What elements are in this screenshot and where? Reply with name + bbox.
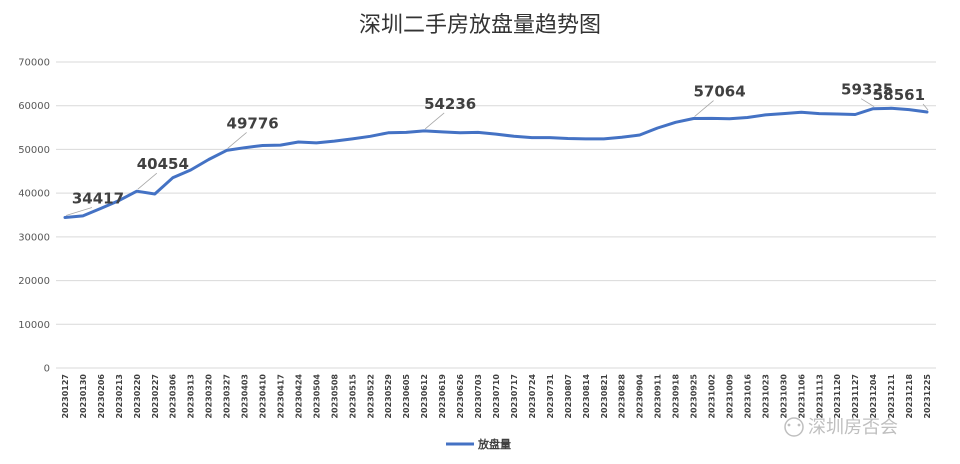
x-tick-label: 20231211 — [887, 374, 896, 419]
x-tick-label: 20230605 — [402, 374, 411, 419]
data-label-leader — [694, 100, 714, 117]
x-tick-label: 20230911 — [654, 374, 663, 419]
x-tick-label: 20231002 — [708, 374, 717, 419]
data-label-leader — [227, 132, 247, 149]
data-label: 54236 — [424, 95, 476, 113]
x-axis: 20230127 20230130 20230206 20230213 20230220… — [61, 374, 932, 419]
x-tick-label: 20230508 — [330, 374, 339, 419]
x-tick-label: 20230828 — [618, 374, 627, 419]
watermark-text: 深圳房否会 — [808, 417, 898, 438]
x-tick-label: 20231127 — [851, 374, 860, 419]
data-label: 34417 — [72, 190, 124, 208]
x-tick-label: 20230529 — [384, 374, 393, 419]
x-tick-label: 20230403 — [241, 374, 250, 419]
x-tick-label: 20230306 — [169, 374, 178, 419]
x-tick-label: 20230717 — [510, 374, 519, 419]
x-tick-label: 20230626 — [456, 374, 465, 419]
x-tick-label: 20231218 — [905, 374, 914, 419]
x-tick-label: 20230904 — [636, 374, 645, 419]
y-tick-label: 50000 — [18, 145, 50, 156]
x-tick-label: 20230320 — [205, 374, 214, 419]
x-tick-label: 20230703 — [474, 374, 483, 419]
data-label: 49776 — [227, 114, 279, 132]
x-tick-label: 20230127 — [61, 374, 70, 419]
x-tick-label: 20230206 — [97, 374, 106, 419]
x-tick-label: 20231120 — [833, 374, 842, 419]
data-label-leader — [424, 112, 445, 130]
x-tick-label: 20231030 — [779, 374, 788, 419]
data-label-leader — [65, 207, 93, 216]
data-label-leader — [860, 98, 875, 108]
x-tick-label: 20231009 — [725, 374, 734, 419]
x-tick-label: 20230213 — [115, 374, 124, 419]
y-tick-label: 70000 — [18, 58, 50, 69]
y-tick-label: 60000 — [18, 101, 50, 112]
x-tick-label: 20230417 — [276, 374, 285, 419]
x-tick-label: 20230424 — [294, 374, 303, 419]
data-label-leader — [137, 172, 158, 190]
legend-label: 放盘量 — [477, 437, 511, 451]
x-tick-label: 20230821 — [600, 374, 609, 419]
x-tick-label: 20230227 — [151, 374, 160, 419]
x-tick-label: 20231106 — [797, 374, 806, 419]
y-axis: 0 10000 20000 30000 40000 50000 60000 70000 — [18, 58, 50, 375]
x-tick-label: 20230731 — [546, 374, 555, 419]
data-label: 59325 — [841, 81, 893, 99]
data-label: 57064 — [693, 83, 745, 101]
wechat-icon — [784, 417, 804, 437]
x-tick-label: 20231023 — [761, 374, 770, 419]
legend: 放盘量 — [446, 437, 511, 451]
chart-title: 深圳二手房放盘量趋势图 — [359, 13, 601, 38]
wechat-icon-eye-right — [797, 423, 801, 427]
x-tick-label: 20230504 — [312, 374, 321, 419]
x-tick-label: 20230410 — [259, 374, 268, 419]
series-line — [63, 106, 929, 219]
y-tick-label: 0 — [44, 364, 50, 375]
x-tick-label: 20231204 — [869, 374, 878, 419]
x-tick-label: 20230724 — [528, 374, 537, 419]
x-tick-label: 20231113 — [815, 374, 824, 419]
x-tick-label: 20230327 — [223, 374, 232, 419]
x-tick-label: 20231016 — [743, 374, 752, 419]
x-tick-label: 20230619 — [438, 374, 447, 419]
y-tick-label: 10000 — [18, 320, 50, 331]
x-tick-label: 20230710 — [492, 374, 501, 419]
y-tick-label: 20000 — [18, 276, 50, 287]
y-tick-label: 40000 — [18, 189, 50, 200]
watermark: 深圳房否会 — [784, 417, 898, 438]
series-layer — [63, 106, 929, 219]
y-tick-label: 30000 — [18, 232, 50, 243]
data-label: 58561 — [873, 86, 925, 104]
x-tick-label: 20230220 — [133, 374, 142, 419]
x-tick-label: 20230313 — [187, 374, 196, 419]
data-label: 40454 — [137, 155, 189, 173]
x-tick-label: 20230515 — [348, 374, 357, 419]
x-tick-label: 20231225 — [923, 374, 932, 419]
x-tick-label: 20230807 — [564, 374, 573, 419]
wechat-icon-eye-left — [787, 423, 791, 427]
x-tick-label: 20230918 — [672, 374, 681, 419]
x-tick-label: 20230612 — [420, 374, 429, 419]
x-tick-label: 20230925 — [690, 374, 699, 419]
x-tick-label: 20230130 — [79, 374, 88, 419]
data-label-leader — [922, 103, 929, 111]
x-tick-label: 20230814 — [582, 374, 591, 419]
x-tick-label: 20230522 — [366, 374, 375, 419]
grid-lines — [56, 61, 936, 369]
